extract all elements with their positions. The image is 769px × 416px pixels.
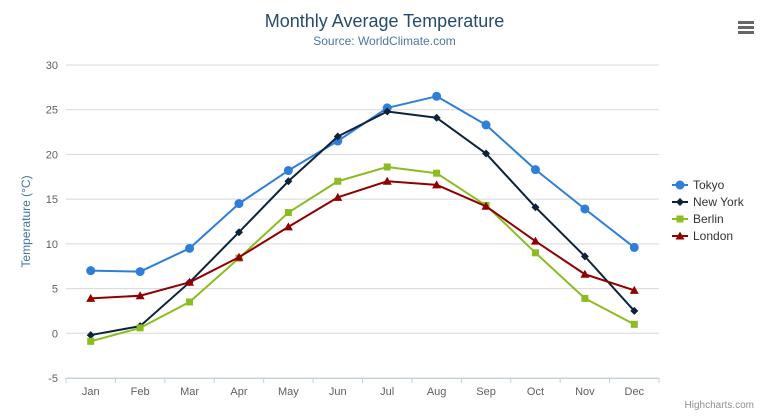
series-marker-new-york[interactable]	[383, 107, 392, 116]
series-tokyo	[86, 91, 639, 277]
series-marker-tokyo[interactable]	[629, 242, 639, 252]
series-marker-berlin[interactable]	[433, 169, 441, 177]
legend-item-berlin[interactable]: Berlin	[672, 210, 744, 227]
x-axis-label: Jun	[329, 386, 347, 398]
legend-item-london[interactable]: London	[672, 227, 744, 244]
credits-link[interactable]: Highcharts.com	[684, 400, 754, 411]
series-marker-new-york[interactable]	[630, 306, 639, 315]
x-axis-label: Aug	[427, 386, 447, 398]
series-marker-london[interactable]	[234, 252, 244, 261]
x-axis-label: Dec	[625, 386, 645, 398]
series-marker-new-york[interactable]	[234, 228, 243, 237]
series-new-york	[86, 107, 639, 340]
x-axis-label: Jul	[380, 386, 394, 398]
series-marker-tokyo[interactable]	[86, 266, 96, 276]
series-marker-tokyo[interactable]	[580, 204, 590, 214]
y-axis-label: 0	[52, 328, 58, 340]
series-marker-tokyo[interactable]	[185, 243, 195, 253]
y-axis-title: Temperature (°C)	[19, 175, 33, 267]
y-axis-label: 20	[46, 149, 58, 161]
series-marker-berlin[interactable]	[186, 298, 194, 306]
series-marker-new-york[interactable]	[580, 252, 589, 261]
series-marker-london[interactable]	[580, 269, 590, 278]
y-axis-label: 30	[46, 60, 58, 72]
series-marker-tokyo[interactable]	[234, 199, 244, 209]
hamburger-icon	[738, 21, 754, 34]
chart-title: Monthly Average Temperature	[264, 11, 505, 31]
series-marker-tokyo[interactable]	[135, 267, 145, 277]
series-marker-berlin[interactable]	[136, 324, 144, 332]
x-axis-label: Mar	[180, 386, 199, 398]
series-marker-berlin[interactable]	[87, 337, 95, 345]
series-marker-berlin[interactable]	[383, 163, 391, 171]
new-york-marker-icon	[672, 197, 688, 206]
legend-item-tokyo[interactable]: Tokyo	[672, 176, 744, 193]
series-marker-new-york[interactable]	[86, 331, 95, 340]
x-axis-label: Jan	[82, 386, 100, 398]
series-marker-berlin[interactable]	[581, 294, 589, 302]
series-marker-london[interactable]	[283, 222, 293, 231]
chart-subtitle: Source: WorldClimate.com	[313, 34, 456, 48]
series-line-new-york	[89, 110, 636, 337]
series-marker-london[interactable]	[135, 291, 145, 300]
series-marker-berlin[interactable]	[630, 320, 638, 328]
series-marker-london[interactable]	[382, 176, 392, 185]
y-axis-label: 5	[52, 284, 58, 296]
y-axis-label: 15	[46, 194, 58, 206]
x-axis-label: Feb	[131, 386, 150, 398]
series-line-london	[89, 180, 636, 300]
series-marker-london[interactable]	[185, 277, 195, 286]
y-axis-label: -5	[48, 373, 58, 385]
tokyo-marker-icon	[672, 180, 688, 189]
legend-label: London	[693, 228, 734, 243]
series-marker-berlin[interactable]	[284, 209, 292, 217]
series-marker-berlin[interactable]	[531, 249, 539, 257]
series-marker-london[interactable]	[86, 293, 96, 302]
legend-item-new-york[interactable]: New York	[672, 193, 744, 210]
series-marker-london[interactable]	[432, 180, 442, 189]
series-marker-new-york[interactable]	[333, 132, 342, 141]
legend-label: Tokyo	[693, 177, 725, 192]
legend-label: New York	[693, 194, 744, 209]
series-marker-new-york[interactable]	[482, 149, 491, 158]
x-axis-label: May	[278, 386, 299, 398]
series-london	[86, 176, 639, 302]
x-axis-label: Nov	[575, 386, 595, 398]
series-marker-tokyo[interactable]	[432, 91, 442, 101]
x-axis-label: Sep	[476, 386, 496, 398]
legend-label: Berlin	[693, 211, 724, 226]
x-axis-label: Apr	[230, 386, 247, 398]
series-marker-london[interactable]	[530, 236, 540, 245]
series-line-tokyo	[89, 95, 636, 273]
y-axis-label: 25	[46, 105, 58, 117]
y-axis-label: 10	[46, 239, 58, 251]
series-marker-tokyo[interactable]	[283, 166, 293, 176]
series-marker-london[interactable]	[629, 285, 639, 294]
series-marker-new-york[interactable]	[531, 203, 540, 212]
series-line-berlin	[89, 165, 636, 343]
export-menu-button[interactable]	[733, 16, 759, 39]
series-marker-new-york[interactable]	[284, 177, 293, 186]
series-marker-london[interactable]	[333, 192, 343, 201]
london-marker-icon	[672, 231, 688, 239]
series-marker-new-york[interactable]	[432, 113, 441, 122]
series-marker-london[interactable]	[481, 201, 491, 210]
series-marker-tokyo[interactable]	[530, 165, 540, 175]
berlin-marker-icon	[672, 215, 688, 222]
series-marker-tokyo[interactable]	[481, 120, 491, 130]
legend: Tokyo New York Berlin London	[672, 176, 744, 244]
x-axis-label: Oct	[527, 386, 544, 398]
series-marker-berlin[interactable]	[334, 177, 342, 185]
